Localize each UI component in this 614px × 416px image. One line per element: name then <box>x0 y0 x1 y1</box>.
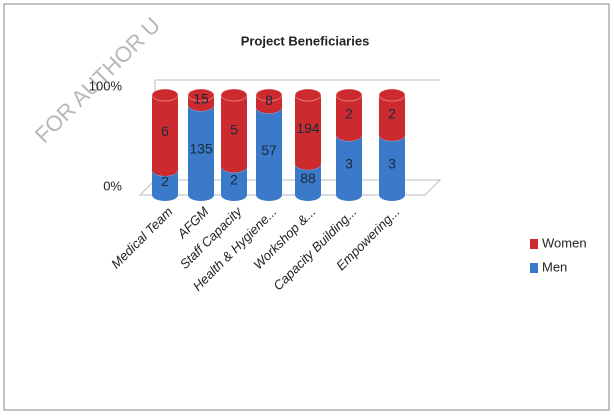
cylinder-body <box>152 170 178 201</box>
cylinder-body <box>256 107 282 201</box>
data-label: 2 <box>230 171 238 187</box>
cylinder-body <box>221 95 247 173</box>
data-label: 135 <box>189 141 213 157</box>
data-label: 8 <box>265 92 273 108</box>
cylinder-cap <box>255 88 283 102</box>
cylinder-body <box>152 95 178 176</box>
data-label: 57 <box>261 142 277 158</box>
cylinder-cap <box>335 88 363 102</box>
legend-label: Women <box>542 235 587 250</box>
cylinder-cap <box>151 88 179 102</box>
cylinder-body <box>379 135 405 201</box>
cylinder-body <box>221 166 247 201</box>
y-tick-label: 0% <box>103 178 122 193</box>
cylinder-cap <box>220 88 248 102</box>
bar-segment <box>255 88 283 114</box>
y-tick-label: 100% <box>89 78 123 93</box>
bar-segment <box>335 88 363 141</box>
data-label: 6 <box>161 123 169 139</box>
cylinder-cap <box>378 88 406 102</box>
bar-segment <box>151 88 179 176</box>
cylinder-cap <box>187 88 215 102</box>
data-label: 2 <box>388 106 396 122</box>
legend-label: Men <box>542 259 567 274</box>
bar-segment <box>378 88 406 141</box>
bar-segment <box>220 88 248 173</box>
data-label: 3 <box>345 156 353 172</box>
data-label: 3 <box>388 156 396 172</box>
data-label: 15 <box>193 91 209 107</box>
bar-segment <box>294 88 322 170</box>
bar-segment <box>187 88 215 111</box>
cylinder-body <box>295 163 321 201</box>
legend-swatch <box>530 263 538 273</box>
cylinder-body <box>295 95 321 170</box>
chart-title: Project Beneficiaries <box>241 33 370 48</box>
cylinder-body <box>336 135 362 201</box>
data-label: 194 <box>296 120 320 136</box>
data-label: 2 <box>345 106 353 122</box>
data-label: 2 <box>161 173 169 189</box>
legend-swatch <box>530 239 538 249</box>
cylinder-body <box>379 95 405 141</box>
data-label: 88 <box>300 170 316 186</box>
chart-border <box>3 3 610 411</box>
cylinder-body <box>336 95 362 141</box>
cylinder-body <box>188 105 214 201</box>
cylinder-cap <box>294 88 322 102</box>
data-label: 5 <box>230 121 238 137</box>
